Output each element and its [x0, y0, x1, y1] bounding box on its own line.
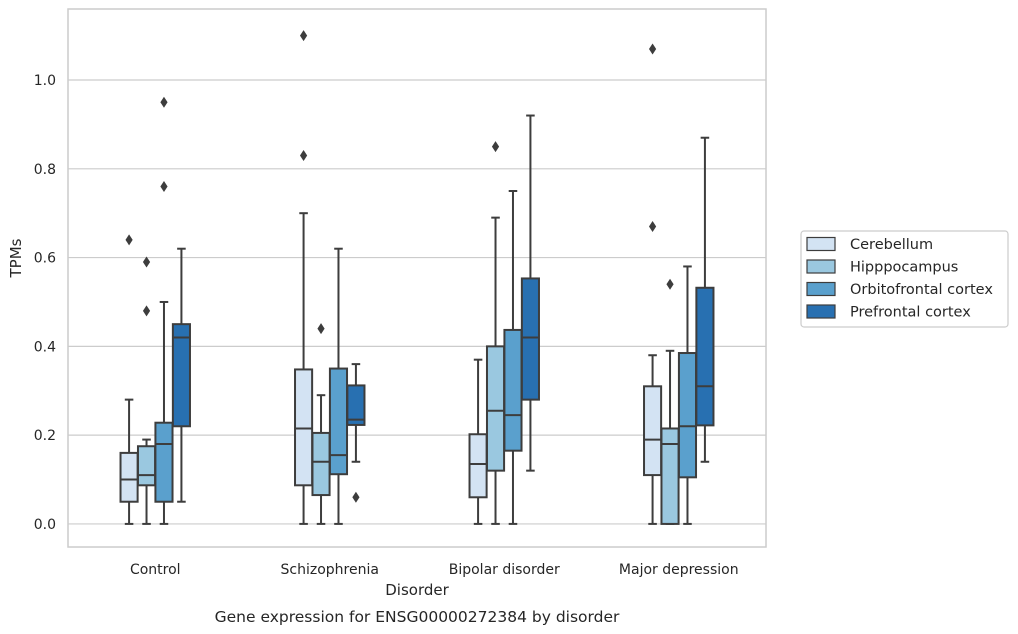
box-0-1: [136, 256, 157, 525]
y-tick-label-0: 0.0: [34, 517, 56, 533]
box-rect: [503, 328, 523, 452]
box-rect: [328, 367, 349, 476]
legend-swatch-1: [806, 259, 836, 274]
box-1-0: [294, 30, 314, 525]
legend-label-0: Cerebellum: [850, 237, 933, 253]
box-rect: [485, 345, 506, 472]
y-tick-label-2: 0.4: [34, 339, 56, 355]
outlier-0: [299, 149, 308, 161]
x-tick-label-1: Schizophrenia: [281, 562, 379, 578]
y-tick-label-4: 0.8: [34, 162, 56, 178]
legend-label-1: Hipppocampus: [850, 260, 958, 276]
box-rect: [154, 421, 174, 503]
outlier-1: [160, 96, 168, 108]
legend-swatch-2: [806, 281, 836, 297]
box-3-3: [695, 136, 715, 463]
box-rect: [677, 352, 698, 479]
legend-swatch-3: [806, 304, 836, 319]
outlier-0: [666, 278, 674, 290]
y-axis-ticks: 0.0 0.2 0.4 0.6 0.8 1.0: [34, 73, 56, 533]
legend: Cerebellum Hipppocampus Orbitofrontal cort…: [800, 230, 1009, 328]
box-2-3: [520, 114, 540, 472]
outlier-0: [317, 323, 325, 335]
x-axis-ticks: Control Schizophrenia Bipolar disorder Majo…: [130, 562, 739, 578]
outlier-0: [491, 141, 500, 153]
box-2-2: [503, 189, 523, 525]
y-axis-label: TPMs: [7, 238, 25, 278]
outlier-0: [648, 221, 657, 233]
box-rect: [171, 323, 191, 428]
box-rect: [695, 286, 715, 427]
y-tick-label-1: 0.2: [34, 428, 56, 444]
box-0-0: [119, 234, 139, 525]
x-tick-label-2: Bipolar disorder: [449, 562, 560, 578]
outlier-1: [648, 43, 657, 55]
x-tick-label-0: Control: [130, 562, 181, 578]
box-rect: [520, 277, 540, 401]
legend-swatch-0: [806, 236, 836, 252]
y-tick-label-5: 1.0: [34, 73, 56, 89]
y-tick-label-3: 0.6: [34, 251, 56, 267]
box-0-2: [154, 96, 174, 525]
plot-frame: [67, 8, 767, 548]
outlier-0: [125, 234, 133, 246]
box-rect: [311, 431, 331, 497]
box-rect: [346, 384, 366, 426]
outlier-0: [160, 181, 168, 193]
legend-label-2: Orbitofrontal cortex: [850, 282, 993, 298]
box-0-3: [171, 247, 191, 503]
box-rect: [660, 427, 680, 525]
x-axis-label: Disorder: [385, 581, 449, 599]
outlier-1: [299, 30, 308, 42]
outlier-0: [352, 491, 360, 503]
outlier-0: [142, 305, 151, 317]
box-rect: [136, 445, 157, 487]
legend-label-3: Prefrontal cortex: [850, 305, 971, 321]
legend-frame: [800, 230, 1009, 328]
x-tick-label-3: Major depression: [619, 562, 739, 578]
box-rect: [294, 368, 314, 487]
box-1-3: [346, 363, 366, 503]
box-rect: [643, 385, 663, 477]
box-plot-area: [119, 30, 715, 525]
box-rect: [468, 433, 488, 499]
chart-title: Gene expression for ENSG00000272384 by d…: [215, 608, 620, 626]
box-rect: [119, 451, 139, 503]
outlier-1: [142, 256, 151, 268]
